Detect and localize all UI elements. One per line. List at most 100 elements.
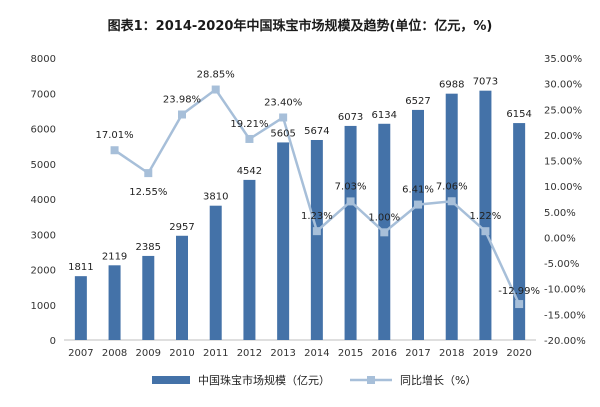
growth-value-label: 1.00% — [368, 212, 400, 223]
y-left-tick-label: 5000 — [31, 160, 56, 171]
growth-value-label: 23.98% — [163, 95, 201, 106]
y-left-tick-label: 4000 — [31, 195, 56, 206]
legend-label-bar: 中国珠宝市场规模（亿元） — [198, 373, 330, 387]
bar-value-label: 2957 — [169, 222, 194, 233]
x-tick-label: 2014 — [304, 348, 329, 359]
bar — [277, 142, 290, 340]
x-tick-label: 2019 — [473, 348, 498, 359]
bar — [344, 125, 357, 340]
x-tick-label: 2017 — [405, 348, 430, 359]
line-layer — [110, 85, 524, 309]
growth-marker — [110, 146, 119, 155]
y-right-tick-label: -20.00% — [544, 336, 586, 347]
bar-value-label: 6154 — [506, 109, 531, 120]
y-left-tick-label: 8000 — [31, 54, 56, 65]
growth-value-label: 7.03% — [335, 181, 367, 192]
bar — [479, 90, 492, 340]
growth-value-label: 17.01% — [96, 130, 134, 141]
y-right-tick-label: 0.00% — [544, 233, 576, 244]
y-left-tick-label: 2000 — [31, 266, 56, 277]
y-right-tick-label: 10.00% — [544, 182, 582, 193]
x-tick-label: 2016 — [372, 348, 397, 359]
y-right-tick-label: 15.00% — [544, 157, 582, 168]
growth-value-label: 7.06% — [436, 181, 468, 192]
labels-layer: 1811 2119 2385 2957 3810 4542 5605 5674 6073 6134… — [68, 70, 540, 298]
growth-marker — [211, 85, 220, 94]
chart-title: 图表1：2014-2020年中国珠宝市场规模及趋势(单位：亿元，%) — [108, 18, 493, 34]
bar — [412, 109, 424, 340]
axes-layer: 0 1000 2000 3000 4000 5000 6000 7000 8000 -20.00%… — [31, 54, 586, 359]
bar — [243, 179, 256, 340]
bar — [176, 235, 188, 340]
bar-value-label: 4542 — [237, 166, 262, 177]
legend-label-line: 同比增长（%） — [400, 373, 476, 387]
bar-value-label: 6073 — [338, 112, 363, 123]
bars-layer — [74, 90, 526, 341]
x-tick-label: 2015 — [338, 348, 363, 359]
y-left-tick-label: 1000 — [31, 301, 56, 312]
x-tick-label: 2010 — [169, 348, 194, 359]
x-tick-label: 2012 — [237, 348, 262, 359]
y-left-tick-label: 6000 — [31, 125, 56, 136]
y-right-tick-label: 20.00% — [544, 131, 582, 142]
bar-value-label: 3810 — [203, 192, 228, 203]
y-right-tick-label: 35.00% — [544, 54, 582, 65]
legend: 中国珠宝市场规模（亿元） 同比增长（%） — [152, 373, 476, 387]
growth-value-label: 1.23% — [301, 211, 333, 222]
y-right-tick-label: 30.00% — [544, 80, 582, 91]
growth-marker — [380, 228, 389, 237]
bar-value-label: 2119 — [102, 251, 127, 262]
growth-marker — [481, 227, 490, 236]
y-right-tick-label: -10.00% — [544, 285, 586, 296]
bar — [310, 139, 323, 340]
x-tick-label: 2020 — [506, 348, 531, 359]
growth-marker — [346, 197, 355, 206]
bar — [142, 255, 155, 340]
bar-value-label: 6134 — [372, 110, 397, 121]
y-right-tick-label: -5.00% — [544, 259, 579, 270]
x-tick-label: 2008 — [102, 348, 127, 359]
growth-marker — [279, 113, 288, 122]
growth-marker — [447, 197, 456, 206]
growth-marker — [515, 300, 524, 309]
y-right-tick-label: 5.00% — [544, 208, 576, 219]
bar — [513, 123, 526, 340]
growth-value-label: 12.55% — [129, 187, 167, 198]
bar-value-label: 7073 — [473, 77, 498, 88]
growth-value-label: 28.85% — [197, 70, 235, 81]
y-right-tick-label: -15.00% — [544, 310, 586, 321]
y-left-tick-label: 0 — [50, 336, 56, 347]
growth-marker — [312, 227, 321, 236]
growth-marker — [245, 134, 254, 143]
y-left-tick-label: 7000 — [31, 89, 56, 100]
growth-value-label: 6.41% — [402, 185, 434, 196]
x-tick-label: 2018 — [439, 348, 464, 359]
y-left-tick-label: 3000 — [31, 230, 56, 241]
bar — [74, 276, 87, 340]
x-tick-label: 2013 — [270, 348, 295, 359]
bar-value-label: 5674 — [304, 126, 329, 137]
bar-value-label: 2385 — [136, 242, 161, 253]
x-tick-label: 2011 — [203, 348, 228, 359]
growth-value-label: 1.22% — [470, 211, 502, 222]
bar — [445, 93, 458, 340]
bar-value-label: 5605 — [270, 128, 295, 139]
y-right-tick-label: 25.00% — [544, 105, 582, 116]
x-tick-label: 2009 — [136, 348, 161, 359]
bar-value-label: 6988 — [439, 80, 464, 91]
x-tick-label: 2007 — [68, 348, 93, 359]
growth-marker — [178, 110, 186, 119]
growth-marker — [144, 169, 153, 178]
growth-marker — [414, 200, 422, 209]
growth-value-label: 19.21% — [230, 119, 268, 130]
bar — [108, 265, 121, 340]
bar-value-label: 1811 — [68, 262, 93, 273]
growth-value-label: -12.99% — [498, 286, 540, 297]
growth-value-label: 23.40% — [264, 97, 302, 108]
legend-swatch-bar — [152, 376, 190, 384]
bar — [209, 205, 222, 340]
bar-value-label: 6527 — [405, 96, 430, 107]
legend-swatch-marker — [367, 376, 375, 384]
